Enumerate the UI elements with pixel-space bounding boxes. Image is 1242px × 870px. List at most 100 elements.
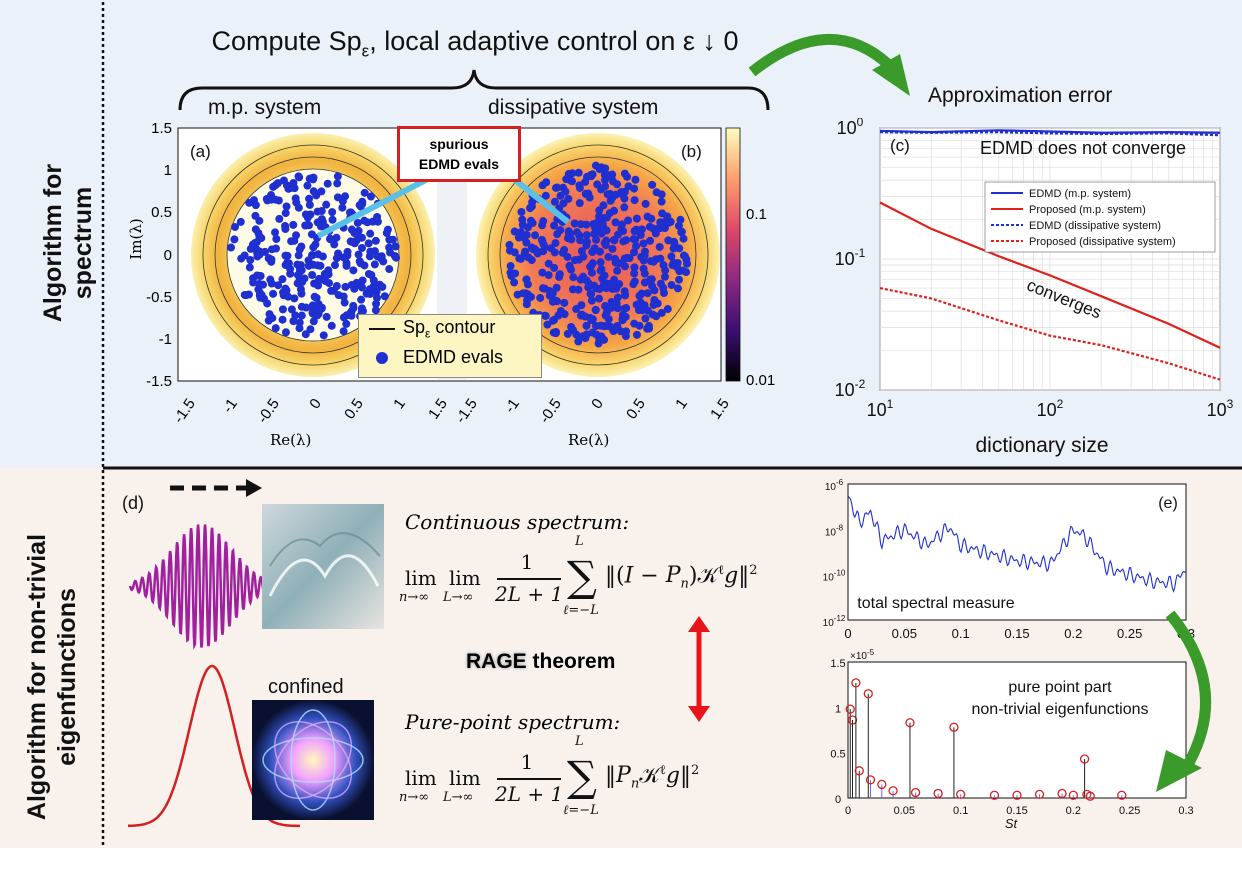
edmd-eval-point [680,252,689,261]
edmd-eval-point [591,306,600,315]
edmd-eval-point [341,282,350,291]
edmd-eval-point [579,272,588,281]
edmd-eval-point [648,281,657,290]
y-tick-label: -1.5 [146,373,172,391]
edmd-eval-point [263,196,272,205]
edmd-eval-point [307,174,316,183]
edmd-eval-point [564,194,573,203]
edmd-eval-point [346,237,355,246]
chart-e2-point [949,722,959,732]
edmd-eval-point [278,275,287,284]
edmd-eval-point [317,215,326,224]
edmd-eval-point [333,193,342,202]
edmd-eval-point [365,252,374,261]
edmd-eval-point [332,233,341,242]
edmd-eval-point [550,221,559,230]
chart-e1-y-tick: 10-6 [825,478,844,493]
spurious-callout: spurious EDMD evals [397,126,521,182]
chart-c-y-tick: 10-1 [835,246,866,269]
edmd-eval-point [630,269,639,278]
edmd-eval-point [635,291,644,300]
edmd-eval-point [332,254,341,263]
edmd-eval-point [630,248,639,257]
edmd-eval-point [255,271,264,280]
edmd-eval-point [600,239,609,248]
edmd-eval-point [630,263,639,272]
edmd-eval-point [287,305,296,314]
approx-error-title: Approximation error [928,84,1113,107]
edmd-eval-point [330,261,339,270]
edmd-eval-point [600,176,609,185]
edmd-eval-point [620,287,629,296]
edmd-eval-point [315,276,324,285]
y-tick-label: 1.5 [151,120,172,137]
edmd-eval-point [366,289,375,298]
chart-e2-x-tick: 0.2 [1066,805,1081,817]
chart-e1-x-tick: 0.25 [1117,626,1142,641]
chart-c-legend-label: Proposed (dissipative system) [1029,236,1176,248]
edmd-eval-point [310,292,319,301]
edmd-eval-point [602,284,611,293]
chart-e2-point [910,787,921,798]
edmd-eval-point [371,306,380,315]
edmd-eval-point [569,326,578,335]
edmd-eval-point [528,198,537,207]
edmd-eval-point [582,220,591,229]
green-arrow-bottom [1156,610,1212,792]
red-double-arrow [688,616,710,722]
edmd-eval-point [517,207,526,216]
edmd-eval-point [380,292,389,301]
chart-e1-axes [847,483,1187,621]
edmd-eval-point [311,240,320,249]
edmd-eval-point [650,296,659,305]
chart-c-title: EDMD does not converge [980,138,1186,158]
edmd-eval-point [373,252,382,261]
edmd-eval-point [231,222,240,231]
edmd-eval-point [366,229,375,238]
edmd-eval-point [563,252,572,261]
edmd-eval-point [370,260,379,269]
edmd-eval-point [583,237,592,246]
edmd-eval-point [643,289,652,298]
edmd-eval-point [581,312,590,321]
edmd-eval-point [604,252,613,261]
edmd-eval-point [271,324,280,333]
chart-e2-point [865,775,876,785]
edmd-eval-point [613,266,622,275]
edmd-eval-point [656,279,665,288]
edmd-eval-point [553,230,562,239]
edmd-eval-point [538,221,547,230]
edmd-eval-point [340,298,349,307]
edmd-eval-point [595,247,604,256]
chart-e2-point [933,788,943,799]
edmd-eval-point [510,227,519,236]
edmd-eval-point [596,258,605,267]
edmd-eval-point [552,283,561,292]
edmd-eval-point [645,324,654,333]
chart-e1-y-tick: 10-12 [823,614,846,629]
chart-e-pure-point: pure point part non-trivial eigenfunction… [830,648,1193,831]
edmd-eval-point [676,215,685,224]
edmd-eval-point [241,291,250,300]
edmd-eval-point [541,191,550,200]
edmd-eval-point [308,270,317,279]
edmd-eval-point [318,252,327,261]
edmd-eval-point [519,289,528,298]
edmd-eval-point [227,243,236,252]
chart-e2-x-tick: 0.05 [894,805,915,817]
rage-theorem-label: RAGE theorem [466,650,615,674]
edmd-eval-point [339,253,348,262]
chart-e2-point [1057,788,1067,799]
edmd-eval-point [289,182,298,191]
edmd-eval-point [294,251,303,260]
edmd-eval-point [274,281,283,290]
edmd-eval-point [301,210,310,219]
edmd-eval-point [392,253,401,262]
edmd-eval-point [623,172,632,181]
edmd-eval-point [609,236,618,245]
chart-e2-annotation-1: pure point part [1008,679,1112,696]
chart-e1-x-tick: 0.2 [1064,626,1082,641]
panel-a-edmd-evals [227,172,401,340]
edmd-eval-point [659,289,668,298]
edmd-eval-point [667,280,676,289]
